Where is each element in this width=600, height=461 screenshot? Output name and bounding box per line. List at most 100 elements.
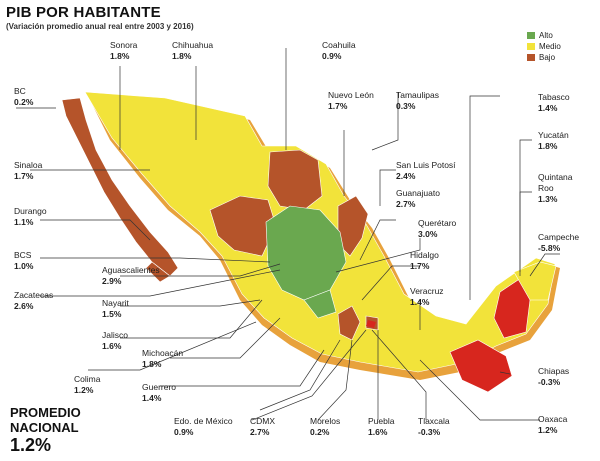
state-value: 1.8% [110, 51, 130, 61]
state-value: 0.9% [322, 51, 342, 61]
state-value: 0.9% [174, 427, 194, 437]
label-coahuila: Coahuila 0.9% [322, 40, 356, 62]
state-value: 1.5% [102, 309, 122, 319]
state-name: CDMX [250, 416, 276, 426]
yucatan-peninsula [513, 261, 557, 301]
state-name: BC [14, 86, 26, 96]
state-value: 1.4% [142, 393, 162, 403]
state-value: 0.2% [310, 427, 330, 437]
state-name: Michoacán [142, 348, 184, 358]
state-name: Colima [74, 374, 101, 384]
label-cdmx: CDMX 2.7% [250, 416, 275, 438]
state-name: Coahuila [322, 40, 356, 50]
label-quintana-roo: Quintana Roo 1.3% [538, 172, 586, 205]
state-name: Sinaloa [14, 160, 43, 170]
state-value: -0.3% [538, 377, 561, 387]
label-michoacan: Michoacán 1.8% [142, 348, 183, 370]
label-campeche: Campeche -5.8% [538, 232, 579, 254]
label-tlaxcala: Tlaxcala -0.3% [418, 416, 450, 438]
label-sonora: Sonora 1.8% [110, 40, 137, 62]
legend-item-bajo: Bajo [527, 52, 561, 63]
state-name: Quintana Roo [538, 172, 573, 193]
label-tabasco: Tabasco 1.4% [538, 92, 570, 114]
state-name: Jalisco [102, 330, 128, 340]
state-name: Chihuahua [172, 40, 214, 50]
state-name: Chiapas [538, 366, 570, 376]
label-bcs: BCS 1.0% [14, 250, 33, 272]
state-name: Oaxaca [538, 414, 568, 424]
state-value: 1.8% [172, 51, 192, 61]
state-name: Zacatecas [14, 290, 54, 300]
state-value: 2.9% [102, 276, 122, 286]
label-san-luis-potosi: San Luis Potosí 2.4% [396, 160, 456, 182]
average-value: 1.2% [10, 435, 52, 455]
state-name: Edo. de México [174, 416, 233, 426]
national-average: PROMEDIO NACIONAL 1.2% [10, 405, 81, 455]
label-sinaloa: Sinaloa 1.7% [14, 160, 42, 182]
state-value: 1.8% [142, 359, 162, 369]
state-value: 0.2% [14, 97, 34, 107]
state-value: 2.4% [396, 171, 416, 181]
state-value: 1.2% [538, 425, 558, 435]
state-value: 1.6% [102, 341, 122, 351]
state-value: 1.7% [14, 171, 34, 181]
legend-label: Medio [539, 42, 561, 51]
label-guerrero: Guerrero 1.4% [142, 382, 176, 404]
leader-lines [16, 48, 560, 421]
cdmx-region [366, 320, 376, 328]
label-guanajuato: Guanajuato 2.7% [396, 188, 440, 210]
state-name: Campeche [538, 232, 580, 242]
label-morelos: Morelos 0.2% [310, 416, 340, 438]
state-name: Puebla [368, 416, 395, 426]
state-name: Nayarit [102, 298, 129, 308]
state-value: 1.6% [368, 427, 388, 437]
state-value: 2.7% [250, 427, 270, 437]
state-name: Querétaro [418, 218, 457, 228]
state-name: Tamaulipas [396, 90, 439, 100]
state-value: 1.3% [538, 194, 558, 204]
state-value: 1.0% [14, 261, 34, 271]
state-value: 1.7% [410, 261, 430, 271]
state-value: -5.8% [538, 243, 561, 253]
state-name: Morelos [310, 416, 341, 426]
state-name: Guerrero [142, 382, 177, 392]
state-value: 1.8% [538, 141, 558, 151]
label-durango: Durango 1.1% [14, 206, 47, 228]
label-jalisco: Jalisco 1.6% [102, 330, 128, 352]
label-nuevo-leon: Nuevo León 1.7% [328, 90, 374, 112]
legend-label: Bajo [539, 53, 556, 62]
state-name: Tabasco [538, 92, 570, 102]
label-zacatecas: Zacatecas 2.6% [14, 290, 53, 312]
state-value: 1.4% [410, 297, 430, 307]
label-yucatan: Yucatán 1.8% [538, 130, 569, 152]
label-chiapas: Chiapas -0.3% [538, 366, 569, 388]
label-hidalgo: Hidalgo 1.7% [410, 250, 439, 272]
label-puebla: Puebla 1.6% [368, 416, 394, 438]
state-name: Sonora [110, 40, 138, 50]
state-value: 1.4% [538, 103, 558, 113]
state-name: San Luis Potosí [396, 160, 456, 170]
baja-california [61, 97, 179, 283]
state-value: 1.1% [14, 217, 34, 227]
legend-item-alto: Alto [527, 30, 561, 41]
state-name: Veracruz [410, 286, 444, 296]
legend-label: Alto [539, 31, 553, 40]
label-chihuahua: Chihuahua 1.8% [172, 40, 213, 62]
map-subtitle: (Variación promedio anual real entre 200… [6, 22, 194, 31]
state-value: 1.7% [328, 101, 348, 111]
legend: Alto Medio Bajo [527, 30, 561, 63]
average-line2: NACIONAL [10, 420, 79, 435]
state-name: Hidalgo [410, 250, 439, 260]
state-value: 2.6% [14, 301, 34, 311]
state-name: BCS [14, 250, 32, 260]
legend-item-medio: Medio [527, 41, 561, 52]
state-name: Guanajuato [396, 188, 440, 198]
legend-swatch-alto [527, 32, 535, 39]
average-line1: PROMEDIO [10, 405, 81, 420]
label-colima: Colima 1.2% [74, 374, 100, 396]
label-veracruz: Veracruz 1.4% [410, 286, 444, 308]
label-queretaro: Querétaro 3.0% [418, 218, 456, 240]
central-alto [265, 205, 347, 319]
